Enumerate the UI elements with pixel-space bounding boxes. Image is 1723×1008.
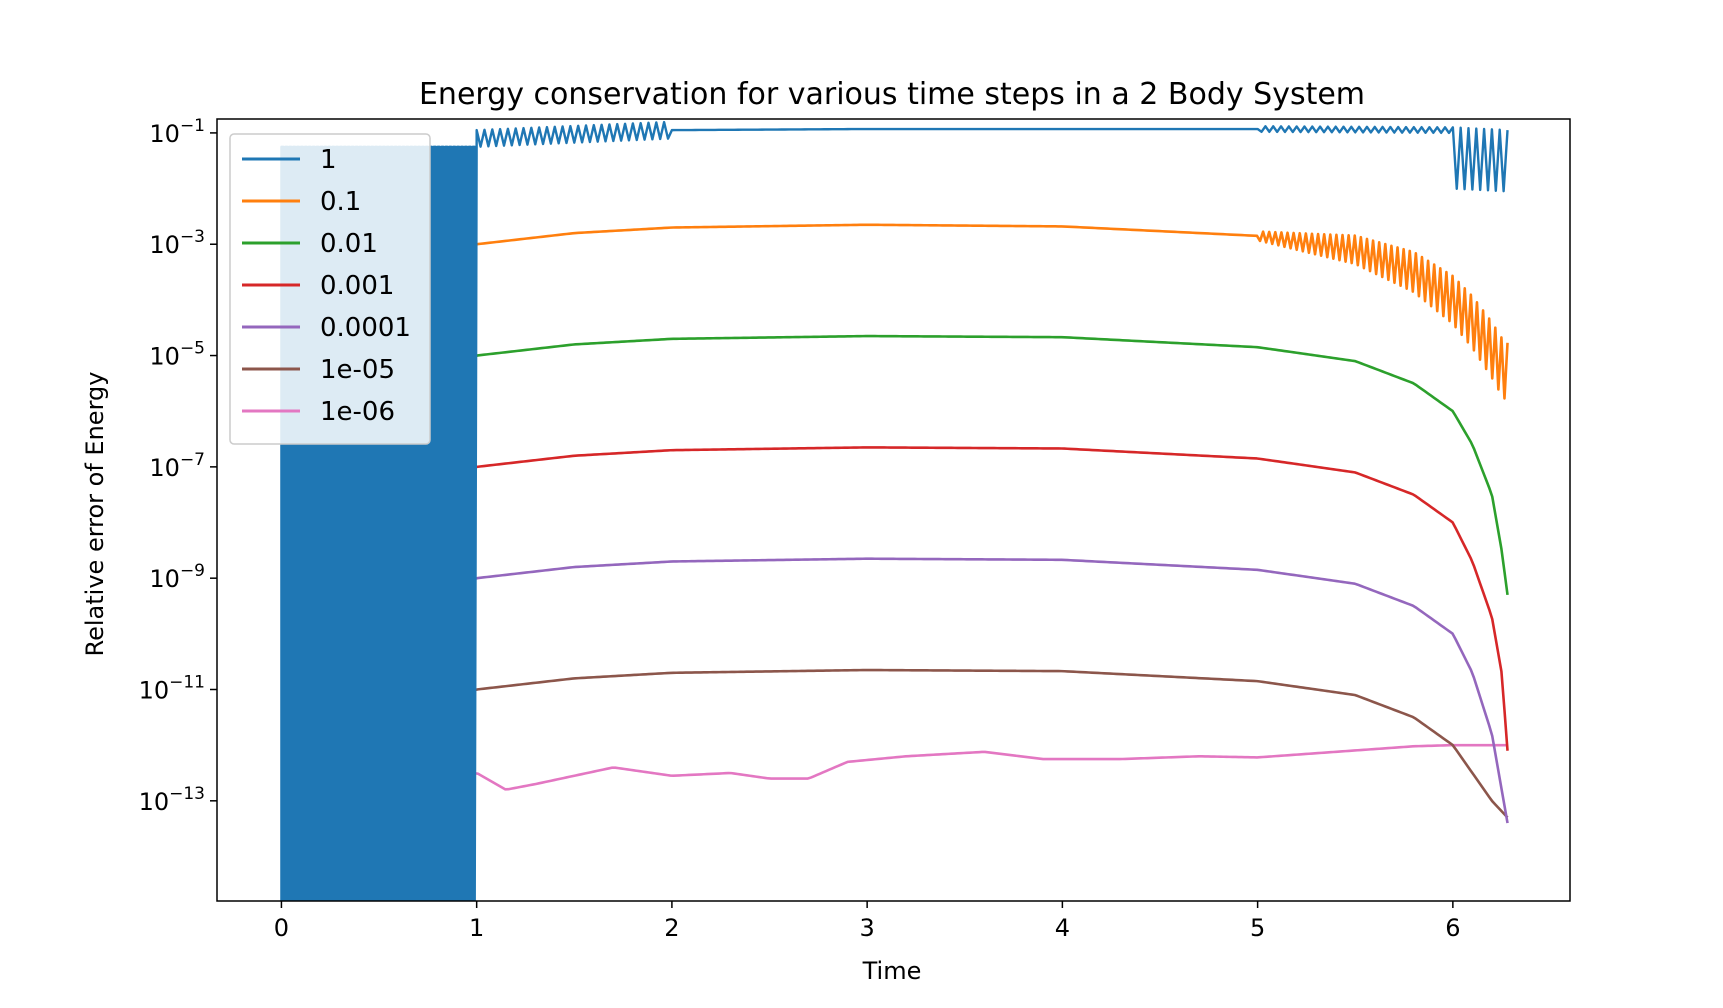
y-tick-exponent: −13 — [169, 784, 205, 804]
series-layer — [280, 120, 1509, 901]
series-line — [284, 223, 1509, 400]
y-tick-exponent: −9 — [180, 561, 205, 581]
legend-label: 1e-05 — [320, 355, 395, 385]
y-tick-label: 10−7 — [149, 450, 205, 482]
y-tick-label: 10−1 — [149, 116, 205, 148]
y-tick-base: 10 — [139, 788, 170, 816]
legend-label: 1e-06 — [320, 397, 395, 427]
plot-frame — [216, 118, 1571, 902]
y-tick-base: 10 — [149, 454, 180, 482]
legend-box — [229, 133, 431, 445]
x-tick-label: 1 — [469, 914, 484, 942]
y-tick-exponent: −11 — [169, 672, 205, 692]
y-tick-base: 10 — [149, 565, 180, 593]
x-tick-label: 6 — [1445, 914, 1460, 942]
chart-title: Energy conservation for various time ste… — [419, 77, 1365, 112]
y-tick-label: 10−5 — [149, 339, 205, 371]
x-axis: 0 1 2 3 4 5 6 — [274, 901, 1460, 942]
x-tick-label: 4 — [1055, 914, 1070, 942]
x-tick-label: 5 — [1250, 914, 1265, 942]
y-tick-base: 10 — [139, 676, 170, 704]
y-tick-base: 10 — [149, 231, 180, 259]
x-tick-label: 3 — [860, 914, 875, 942]
series-line — [284, 557, 1509, 824]
series-line — [284, 334, 1509, 596]
y-tick-base: 10 — [149, 120, 180, 148]
y-tick-exponent: −3 — [180, 227, 205, 247]
legend-label: 0.1 — [320, 187, 361, 217]
series-line — [284, 446, 1509, 751]
legend-label: 1 — [320, 145, 337, 175]
legend-label: 0.001 — [320, 271, 394, 301]
y-tick-exponent: −5 — [180, 339, 205, 359]
y-tick-label: 10−9 — [149, 561, 205, 593]
y-tick-label: 10−3 — [149, 227, 205, 259]
series-line — [284, 668, 1509, 830]
y-tick-base: 10 — [149, 343, 180, 371]
y-tick-exponent: −1 — [180, 116, 205, 136]
x-tick-label: 0 — [274, 914, 289, 942]
y-tick-label: 10−13 — [139, 784, 205, 816]
legend: 1 0.1 0.01 0.001 0.0001 1e-05 1e-06 — [229, 133, 431, 445]
x-tick-label: 2 — [664, 914, 679, 942]
y-tick-exponent: −7 — [180, 450, 205, 470]
y-tick-label: 10−11 — [139, 672, 205, 704]
y-axis-label: Relative error of Energy — [81, 372, 109, 657]
legend-label: 0.01 — [320, 229, 378, 259]
series-line — [284, 743, 1508, 901]
x-axis-label: Time — [862, 957, 922, 985]
legend-label: 0.0001 — [320, 313, 411, 343]
